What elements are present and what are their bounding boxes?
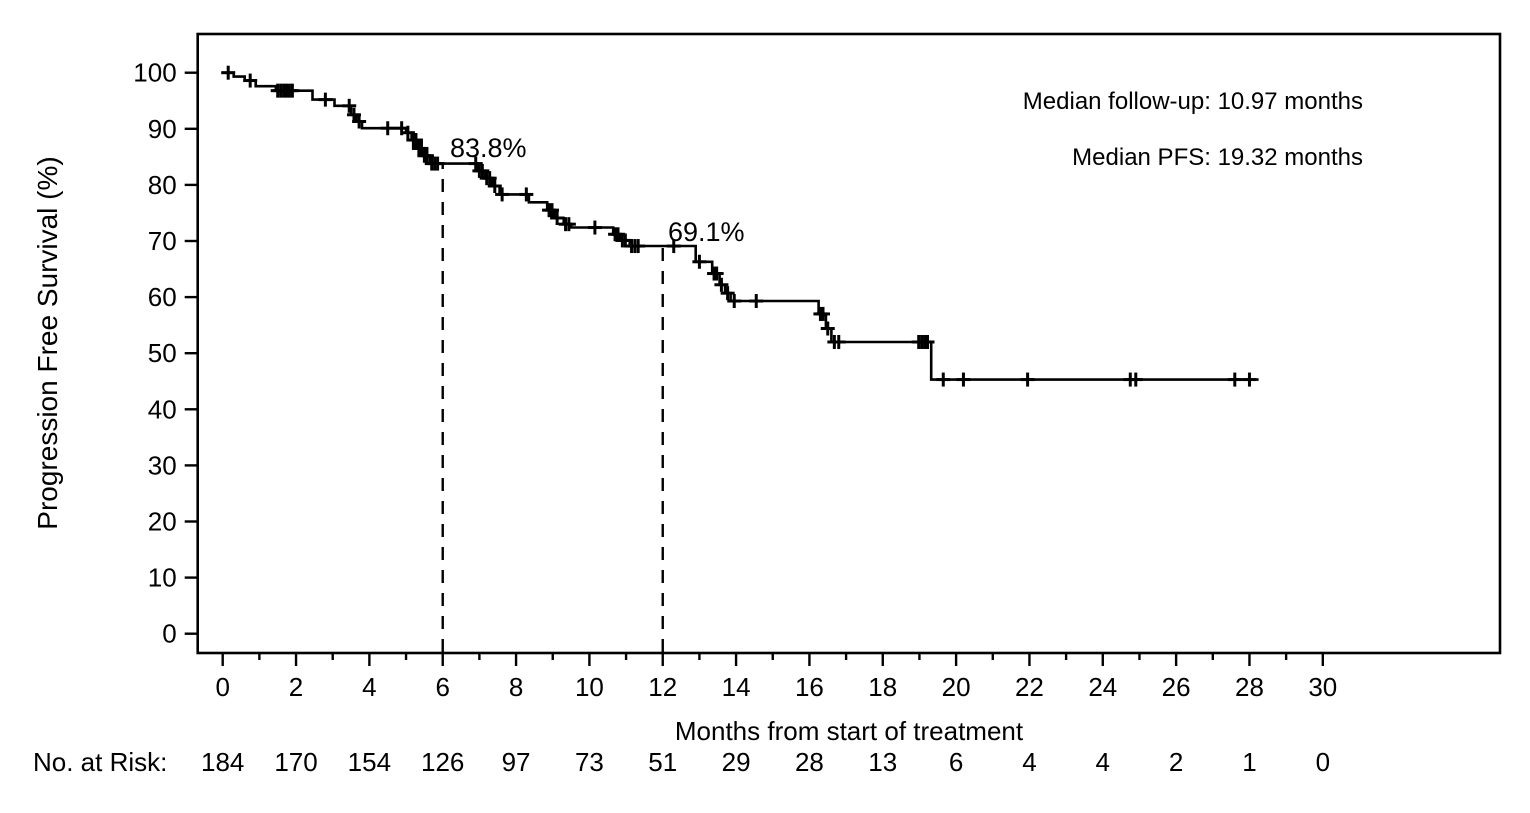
y-tick-label: 10 xyxy=(148,563,177,593)
risk-count: 170 xyxy=(274,747,317,777)
x-tick-label: 2 xyxy=(289,672,303,702)
risk-count: 2 xyxy=(1169,747,1183,777)
annotation-median-pfs: Median PFS: 19.32 months xyxy=(1072,144,1363,171)
x-tick-label: 0 xyxy=(215,672,229,702)
y-tick-label: 40 xyxy=(148,394,177,424)
x-tick-label: 22 xyxy=(1015,672,1044,702)
y-tick-label: 30 xyxy=(148,450,177,480)
landmark-label-6mo: 83.8% xyxy=(450,133,527,163)
risk-count: 13 xyxy=(868,747,897,777)
risk-count: 0 xyxy=(1316,747,1330,777)
risk-count: 6 xyxy=(949,747,963,777)
x-tick-label: 14 xyxy=(722,672,751,702)
y-tick-label: 50 xyxy=(148,338,177,368)
x-tick-label: 6 xyxy=(435,672,449,702)
risk-count: 184 xyxy=(201,747,244,777)
y-axis-title: Progression Free Survival (%) xyxy=(32,156,63,529)
risk-count: 51 xyxy=(648,747,677,777)
risk-count: 28 xyxy=(795,747,824,777)
x-tick-label: 10 xyxy=(575,672,604,702)
y-tick-label: 100 xyxy=(133,58,176,88)
risk-count: 29 xyxy=(722,747,751,777)
x-tick-label: 28 xyxy=(1235,672,1264,702)
y-tick-label: 80 xyxy=(148,170,177,200)
x-tick-label: 4 xyxy=(362,672,376,702)
risk-count: 154 xyxy=(348,747,391,777)
risk-count: 126 xyxy=(421,747,464,777)
y-tick-label: 70 xyxy=(148,226,177,256)
risk-count: 73 xyxy=(575,747,604,777)
y-tick-label: 90 xyxy=(148,114,177,144)
risk-table-label: No. at Risk: xyxy=(33,747,167,777)
x-tick-label: 26 xyxy=(1162,672,1191,702)
x-tick-label: 8 xyxy=(509,672,523,702)
censor-marks xyxy=(221,65,1257,387)
risk-count: 4 xyxy=(1022,747,1036,777)
risk-count: 1 xyxy=(1242,747,1256,777)
risk-count: 97 xyxy=(502,747,531,777)
x-tick-label: 12 xyxy=(648,672,677,702)
y-tick-label: 20 xyxy=(148,507,177,537)
landmark-label-12mo: 69.1% xyxy=(668,217,745,247)
x-tick-label: 30 xyxy=(1308,672,1337,702)
x-tick-label: 20 xyxy=(942,672,971,702)
y-tick-label: 0 xyxy=(162,619,176,649)
x-tick-label: 24 xyxy=(1088,672,1117,702)
x-tick-label: 18 xyxy=(868,672,897,702)
y-tick-label: 60 xyxy=(148,282,177,312)
x-tick-label: 16 xyxy=(795,672,824,702)
annotation-median-followup: Median follow-up: 10.97 months xyxy=(1023,88,1363,115)
risk-count: 4 xyxy=(1096,747,1110,777)
plot-frame xyxy=(196,32,1502,655)
x-axis-title: Months from start of treatment xyxy=(675,716,1024,746)
